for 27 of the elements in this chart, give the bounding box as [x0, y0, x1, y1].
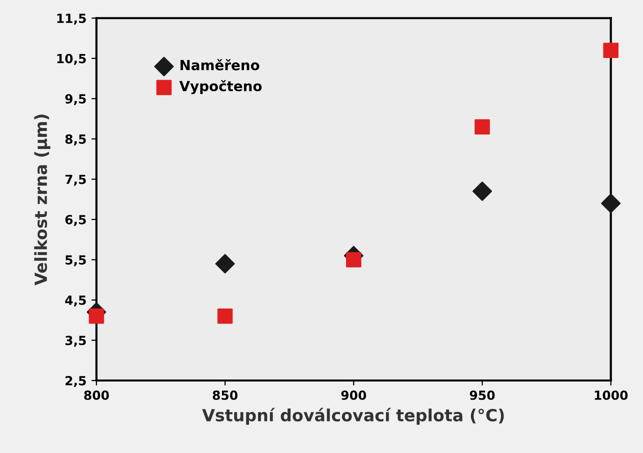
- x-tick-label: 950: [470, 390, 495, 400]
- y-tick-label: 4,5: [65, 296, 86, 307]
- y-tick-label: 9,5: [65, 94, 86, 106]
- x-tick-label: 800: [84, 390, 109, 400]
- y-tick-label: 11,5: [57, 14, 86, 25]
- point: [346, 252, 362, 268]
- point: [88, 308, 104, 324]
- x-axis-title: Vstupní doválcovací teplota (°C): [202, 408, 504, 425]
- point: [217, 308, 233, 324]
- x-tick-label: 900: [341, 390, 366, 400]
- y-tick-label: 8,5: [65, 134, 86, 146]
- y-axis-title: Velikost zrna (µm): [34, 114, 50, 286]
- y-tick-label: 5,5: [66, 255, 86, 266]
- y-tick-label: 7,5: [65, 174, 86, 186]
- point: [472, 182, 492, 202]
- x-tick-label: 1000: [594, 390, 628, 400]
- y-tick-label: 3,5: [65, 336, 86, 347]
- y-tick-label: 10,5: [57, 54, 86, 65]
- legend-label: Vypočteno: [179, 80, 262, 94]
- legend-label: Naměřeno: [180, 59, 260, 70]
- point: [474, 119, 490, 134]
- point: [603, 42, 618, 58]
- y-tick-label: 6,5: [65, 214, 86, 226]
- point: [601, 194, 621, 214]
- x-tick-label: 850: [212, 390, 238, 400]
- point: [215, 254, 235, 274]
- y-tick-label: 2,5: [66, 376, 86, 388]
